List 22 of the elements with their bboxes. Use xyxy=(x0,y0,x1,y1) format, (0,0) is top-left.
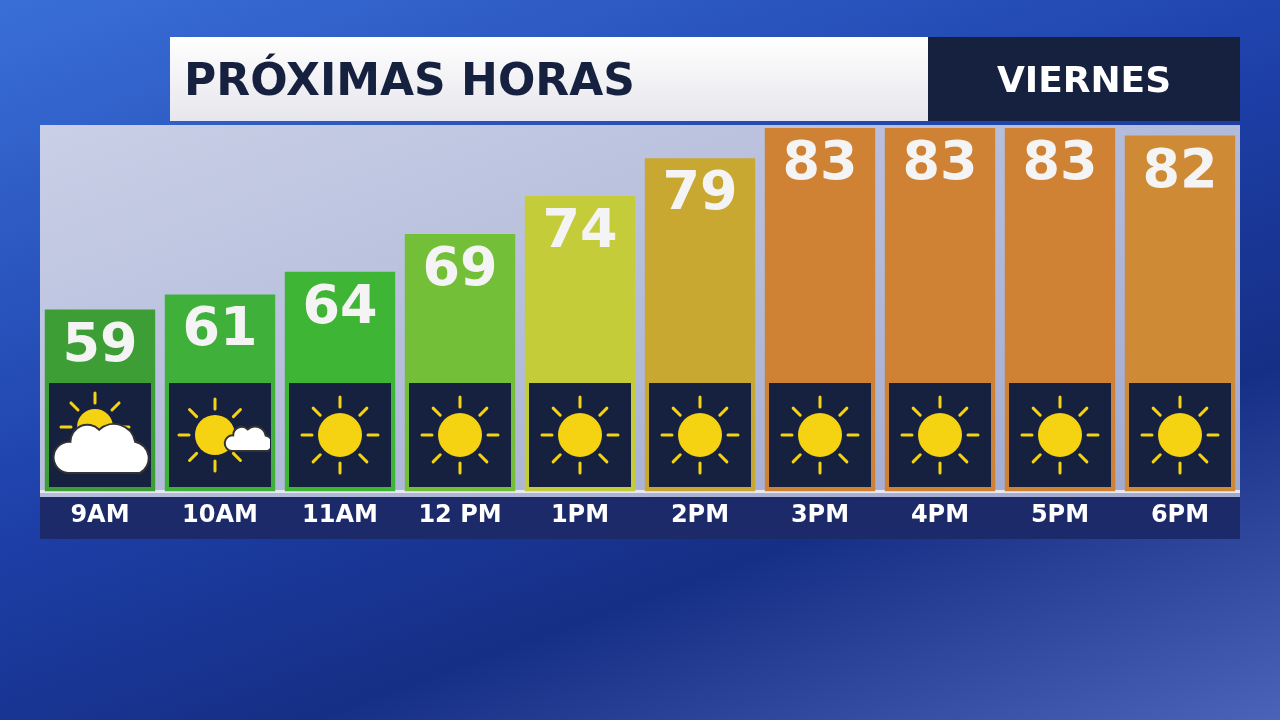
x-tick-label: 3PM xyxy=(790,499,850,528)
data-label: 59 xyxy=(62,310,138,374)
data-label: 69 xyxy=(422,234,498,298)
data-label: 83 xyxy=(1022,129,1098,193)
data-label: 83 xyxy=(782,129,858,193)
data-label: 64 xyxy=(302,272,378,336)
chart-subtitle: VIERNES xyxy=(996,58,1172,100)
data-label: 74 xyxy=(542,197,618,261)
x-tick-label: 9AM xyxy=(70,499,130,528)
data-label: 83 xyxy=(902,129,978,193)
chart-title: PRÓXIMAS HORAS xyxy=(184,53,635,105)
x-tick-label: 5PM xyxy=(1030,499,1090,528)
x-tick-label: 1PM xyxy=(550,499,610,528)
x-tick-label: 6PM xyxy=(1150,499,1210,528)
x-tick-label: 12 PM xyxy=(418,499,502,528)
x-tick-label: 2PM xyxy=(670,499,730,528)
data-label: 82 xyxy=(1142,136,1218,200)
x-tick-label: 10AM xyxy=(182,499,258,528)
data-label: 61 xyxy=(182,295,258,359)
x-tick-label: 4PM xyxy=(910,499,970,528)
x-tick-label: 11AM xyxy=(302,499,378,528)
data-label: 79 xyxy=(662,159,738,223)
